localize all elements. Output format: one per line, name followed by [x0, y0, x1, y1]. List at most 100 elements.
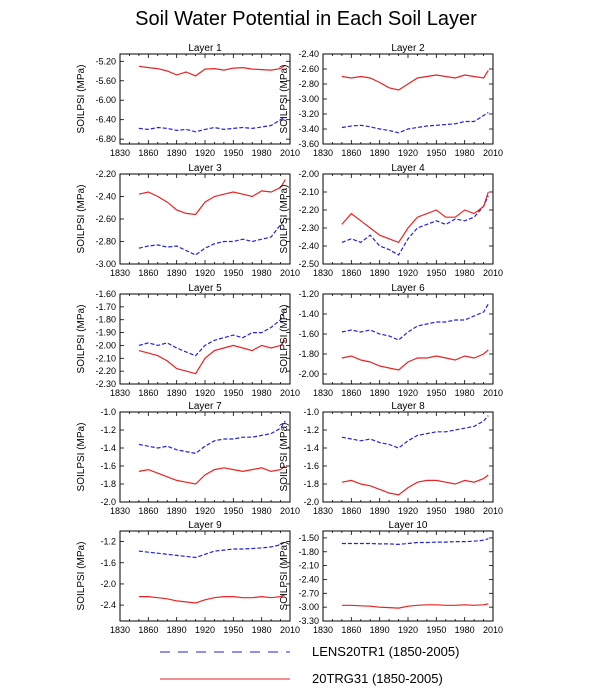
y-tick-label: -2.30 — [298, 223, 319, 233]
x-tick-label: 2010 — [280, 388, 300, 398]
plot-frame — [322, 411, 494, 503]
series-20trg31-line — [341, 70, 489, 91]
panel-title: Layer 4 — [391, 163, 425, 174]
y-tick-label: -1.70 — [95, 302, 116, 312]
x-tick-label: 1920 — [195, 388, 215, 398]
x-tick-label: 1860 — [341, 506, 361, 516]
y-tick-label: -3.30 — [298, 616, 319, 626]
y-tick-label: -2.80 — [298, 79, 319, 89]
y-axis-label: SOILPSI (MPa) — [76, 65, 87, 134]
x-tick-label: 1830 — [110, 148, 130, 158]
x-tick-label: 1860 — [138, 506, 158, 516]
y-tick-label: -3.60 — [298, 139, 319, 149]
x-tick-label: 1980 — [455, 625, 475, 635]
panel-layer-10: Layer 10 SOILPSI (MPa) 1830 1860 1890 1920 195… — [279, 520, 503, 635]
x-tick-label: 1890 — [370, 148, 390, 158]
y-tick-label: -2.50 — [298, 259, 319, 269]
x-tick-label: 1980 — [455, 268, 475, 278]
x-tick-label: 1950 — [223, 388, 243, 398]
y-tick-label: -2.0 — [100, 497, 116, 507]
legend-item: 20TRG31 (1850-2005) — [160, 671, 443, 686]
x-tick-label: 1860 — [341, 268, 361, 278]
y-tick-label: -1.80 — [298, 349, 319, 359]
series-lens20tr1-line — [138, 420, 286, 455]
y-tick-label: -6.40 — [95, 115, 116, 125]
panel-title: Layer 7 — [188, 401, 222, 412]
y-tick-label: -2.40 — [298, 574, 319, 584]
x-tick-label: 1860 — [138, 625, 158, 635]
x-tick-label: 2010 — [280, 148, 300, 158]
x-tick-label: 2010 — [483, 388, 503, 398]
x-tick-label: 1860 — [341, 625, 361, 635]
y-tick-label: -2.0 — [303, 497, 319, 507]
panel-layer-6: Layer 6 SOILPSI (MPa) 1830 1860 1890 1920 1950… — [279, 283, 503, 398]
y-tick-label: -2.4 — [100, 600, 116, 610]
x-tick-label: 1950 — [426, 268, 446, 278]
y-tick-label: -2.10 — [298, 187, 319, 197]
x-tick-label: 1950 — [223, 625, 243, 635]
x-tick-label: 1830 — [110, 388, 130, 398]
x-tick-label: 1920 — [195, 268, 215, 278]
series-lens20tr1-line — [341, 195, 489, 256]
panel-title: Layer 9 — [188, 520, 222, 531]
y-axis-label: SOILPSI (MPa) — [279, 185, 290, 254]
y-axis-label: SOILPSI (MPa) — [76, 305, 87, 374]
y-tick-label: -2.20 — [298, 205, 319, 215]
x-tick-label: 1980 — [455, 148, 475, 158]
x-tick-label: 1980 — [252, 625, 272, 635]
y-tick-label: -1.6 — [100, 558, 116, 568]
y-tick-label: -1.0 — [303, 407, 319, 417]
y-tick-label: -1.80 — [298, 547, 319, 557]
x-tick-label: 1920 — [398, 148, 418, 158]
series-20trg31-line — [341, 349, 489, 371]
y-tick-label: -2.40 — [298, 241, 319, 251]
panel-layer-2: Layer 2 SOILPSI (MPa) 1830 1860 1890 1920 1950… — [279, 43, 503, 158]
series-20trg31-line — [341, 191, 489, 244]
plot-frame — [322, 53, 494, 145]
y-tick-label: -1.60 — [298, 329, 319, 339]
x-tick-label: 1890 — [370, 506, 390, 516]
y-tick-label: -2.40 — [298, 49, 319, 59]
y-tick-label: -1.0 — [100, 407, 116, 417]
x-tick-label: 1890 — [167, 388, 187, 398]
y-tick-label: -2.00 — [95, 340, 116, 350]
series-lens20tr1-line — [138, 541, 286, 559]
x-tick-label: 1950 — [223, 506, 243, 516]
y-tick-label: -5.20 — [95, 56, 116, 66]
x-tick-label: 2010 — [483, 625, 503, 635]
y-axis-label: SOILPSI (MPa) — [279, 305, 290, 374]
x-tick-label: 1980 — [455, 388, 475, 398]
panel-title: Layer 8 — [391, 401, 425, 412]
x-tick-label: 1830 — [110, 506, 130, 516]
x-tick-label: 1950 — [426, 506, 446, 516]
x-tick-label: 1890 — [167, 268, 187, 278]
x-tick-label: 1920 — [398, 625, 418, 635]
panel-title: Layer 2 — [391, 43, 425, 54]
chart-title: Soil Water Potential in Each Soil Layer — [135, 8, 477, 30]
series-lens20tr1-line — [341, 538, 489, 546]
x-tick-label: 1920 — [195, 625, 215, 635]
series-lens20tr1-line — [138, 116, 286, 133]
y-tick-label: -2.10 — [298, 561, 319, 571]
y-tick-label: -5.60 — [95, 76, 116, 86]
y-tick-label: -2.20 — [95, 169, 116, 179]
series-20trg31-line — [341, 474, 489, 496]
panel-title: Layer 5 — [188, 283, 222, 294]
y-tick-label: -1.2 — [303, 425, 319, 435]
y-tick-label: -1.4 — [100, 443, 116, 453]
y-tick-label: -2.30 — [95, 379, 116, 389]
panel-title: Layer 3 — [188, 163, 222, 174]
x-tick-label: 1830 — [110, 268, 130, 278]
series-lens20tr1-line — [138, 218, 286, 256]
y-tick-label: -3.00 — [95, 259, 116, 269]
plot-frame — [119, 173, 291, 265]
series-20trg31-line — [138, 593, 286, 604]
x-tick-label: 2010 — [483, 506, 503, 516]
y-tick-label: -3.00 — [298, 94, 319, 104]
x-tick-label: 1830 — [313, 268, 333, 278]
x-tick-label: 1890 — [370, 268, 390, 278]
x-tick-label: 2010 — [483, 268, 503, 278]
y-tick-label: -1.2 — [100, 537, 116, 547]
y-tick-label: -2.20 — [95, 366, 116, 376]
x-tick-label: 1860 — [341, 388, 361, 398]
